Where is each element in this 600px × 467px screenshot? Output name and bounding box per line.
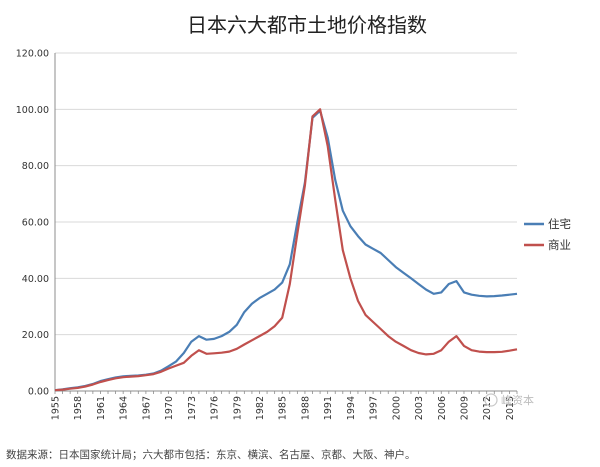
y-tick-label: 120.00 [16,49,49,60]
x-tick-label: 1964 [119,396,130,420]
x-axis-ticks: 1955 1958 1961 1964 1967 1970 1973 1976 1979 1982… [51,391,518,420]
y-tick-label: 0.00 [28,387,49,398]
x-tick-label: 1961 [96,396,107,420]
x-tick-label: 1955 [51,396,62,420]
y-tick-label: 80.00 [22,161,49,172]
series-lines [54,108,518,392]
x-tick-label: 1991 [323,396,334,420]
y-tick-label: 100.00 [16,105,49,116]
watermark-logo-icon [484,393,498,407]
x-tick-label: 1997 [369,396,380,420]
x-tick-label: 2009 [459,396,470,420]
source-note: 数据来源：日本国家统计局；六大都市包括：东京、横滨、名古屋、京都、大阪、神户。 [6,448,416,461]
legend-label: 商业 [548,238,571,252]
gridlines [54,52,517,392]
x-tick-label: 1976 [210,396,221,420]
x-tick-label: 1979 [232,396,243,420]
watermark-text: 峰资本 [501,393,534,407]
y-axis-ticks: 0.00 20.00 40.00 60.00 80.00 100.00 120.00 [16,49,49,398]
x-tick-label: 1985 [278,396,289,420]
x-tick-label: 2015 [505,396,516,420]
y-tick-label: 20.00 [22,330,49,341]
legend-label: 住宅 [548,217,571,231]
y-tick-label: 40.00 [22,274,49,285]
chart-title: 日本六大都市土地价格指数 [187,13,427,37]
x-tick-label: 1994 [346,396,357,420]
x-tick-label: 1967 [141,396,152,420]
x-tick-label: 2012 [482,396,493,420]
series-line-residential [54,109,518,392]
series-line-commercial [54,108,518,392]
x-tick-label: 1988 [300,396,311,420]
x-tick-label: 2006 [437,396,448,420]
watermark: 峰资本 [484,393,534,407]
x-tick-label: 1973 [187,396,198,420]
x-tick-label: 1958 [73,396,84,420]
x-tick-label: 1982 [255,396,266,420]
x-tick-label: 2003 [414,396,425,420]
x-tick-label: 2000 [391,396,402,420]
y-tick-label: 60.00 [22,218,49,229]
x-tick-label: 1970 [164,396,175,420]
